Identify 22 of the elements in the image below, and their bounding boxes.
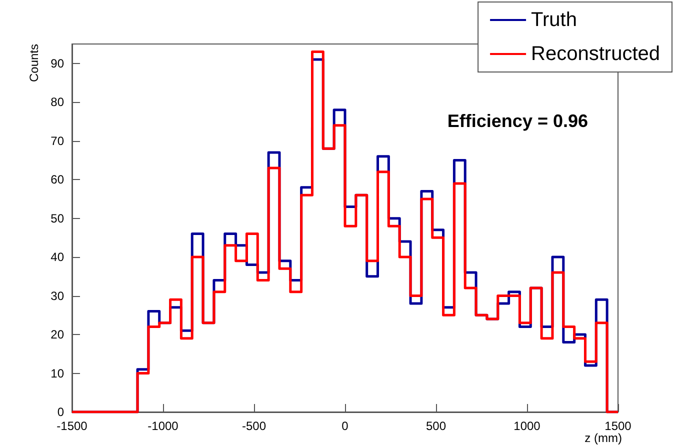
legend-label: Truth (531, 9, 577, 31)
y-tick-label: 70 (50, 134, 64, 148)
y-axis-title: Counts (27, 44, 41, 82)
x-tick-label: -1000 (148, 419, 179, 433)
x-tick-label: 1000 (514, 419, 541, 433)
x-tick-label: 500 (426, 419, 446, 433)
x-axis-title: z (mm) (584, 431, 622, 445)
y-tick-label: 60 (50, 172, 64, 187)
y-tick-label: 0 (57, 405, 64, 419)
legend-label: Reconstructed (531, 43, 660, 65)
annotation: Efficiency = 0.96 (447, 111, 588, 131)
x-tick-label: -1500 (56, 419, 88, 433)
y-tick-label: 80 (50, 95, 64, 110)
x-tick-label: 1500 (604, 419, 632, 433)
y-tick-label: 20 (50, 328, 64, 342)
y-tick-label: 10 (50, 366, 64, 380)
y-tick-label: 40 (50, 250, 64, 264)
x-tick-label: -500 (242, 419, 266, 433)
y-tick-label: 50 (50, 211, 64, 226)
y-tick-label: 90 (50, 56, 64, 70)
x-tick-label: 0 (342, 419, 349, 433)
y-tick-label: 30 (50, 288, 64, 303)
